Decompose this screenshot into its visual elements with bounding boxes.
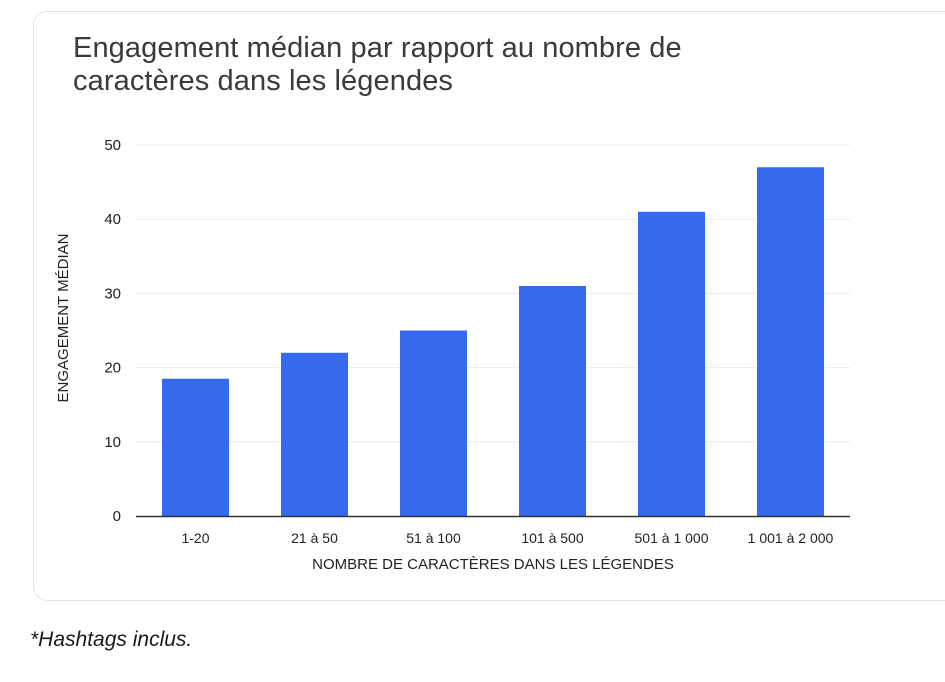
x-axis-title: NOMBRE DE CARACTÈRES DANS LES LÉGENDES <box>312 556 674 573</box>
y-tick-label: 40 <box>104 211 121 228</box>
x-tick-label: 1-20 <box>181 530 209 546</box>
x-axis-ticks: 1-20 21 à 50 51 à 100 101 à 500 501 à 1 000 1… <box>181 530 833 546</box>
chart-title: Engagement médian par rapport au nombre … <box>73 32 682 98</box>
x-tick-label: 21 à 50 <box>291 530 338 546</box>
bar <box>638 211 705 516</box>
bar <box>162 378 229 516</box>
x-tick-label: 101 à 500 <box>521 530 583 546</box>
y-axis-ticks: 0 10 20 30 40 50 <box>104 137 121 525</box>
chart-title-line-2: caractères dans les légendes <box>73 65 454 97</box>
y-tick-label: 20 <box>104 360 121 377</box>
bars <box>162 167 824 516</box>
y-tick-label: 50 <box>104 137 121 154</box>
bar <box>757 167 824 516</box>
x-tick-label: 51 à 100 <box>406 530 461 546</box>
bar <box>400 330 467 516</box>
chart-title-line-1: Engagement médian par rapport au nombre … <box>73 32 682 64</box>
y-tick-label: 0 <box>113 508 121 525</box>
bar <box>519 285 586 516</box>
footnote: *Hashtags inclus. <box>30 628 193 651</box>
x-tick-label: 1 001 à 2 000 <box>748 530 834 546</box>
y-axis-title: ENGAGEMENT MÉDIAN <box>55 234 72 403</box>
y-tick-label: 30 <box>104 285 121 302</box>
bar <box>281 352 348 516</box>
y-tick-label: 10 <box>104 434 121 451</box>
bar-chart: 0 10 20 30 40 50 1-20 21 à 50 51 à 100 101 à 500… <box>55 137 850 573</box>
x-tick-label: 501 à 1 000 <box>635 530 709 546</box>
gridlines <box>136 144 850 443</box>
